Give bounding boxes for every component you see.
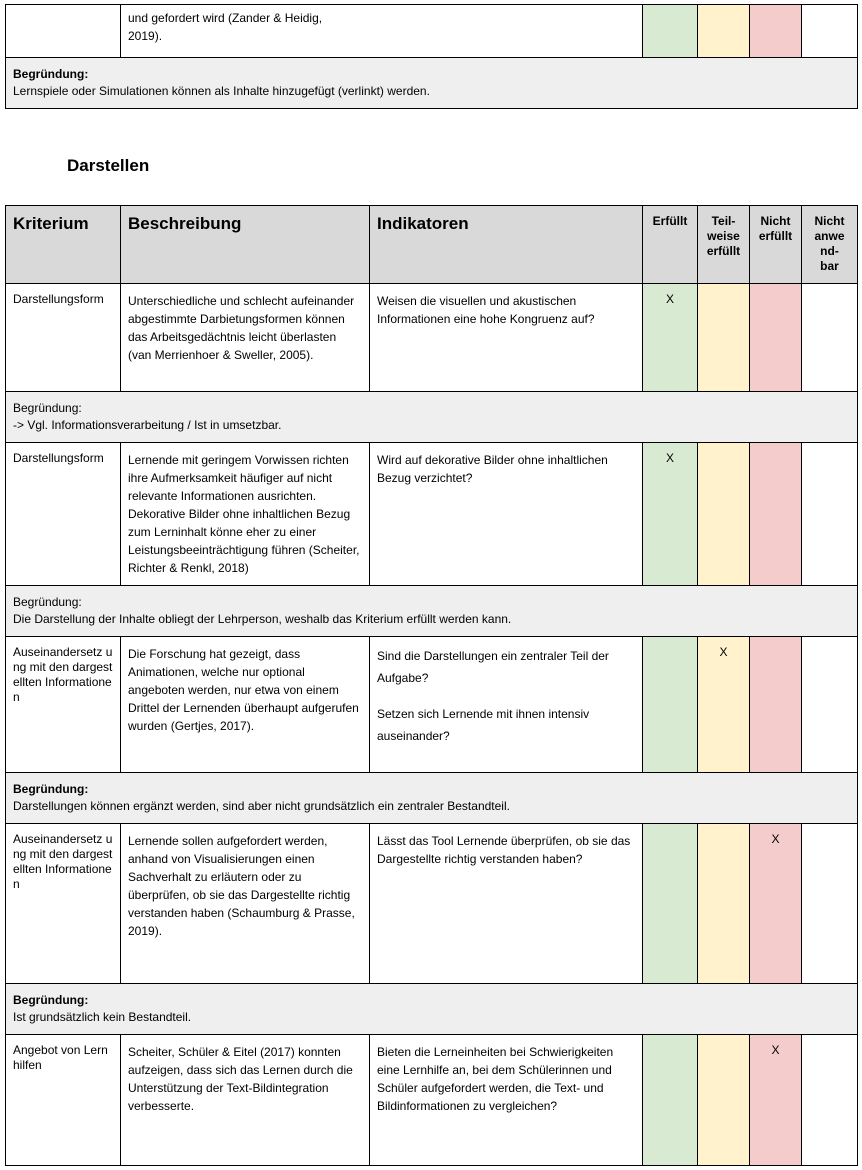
criterion-row: Darstellungsform Unterschiedliche und sch…: [5, 283, 858, 392]
rating-cell: X: [642, 442, 698, 586]
cell: [801, 4, 859, 58]
indicator: Bieten die Lerneinheiten bei Schwierigke…: [377, 1045, 614, 1113]
cell: [5, 4, 121, 58]
reason-text: Darstellungen können ergänzt werden, sin…: [13, 799, 510, 813]
reason-label: Begründung:: [13, 993, 89, 1007]
indicator: Lässt das Tool Lernende überprüfen, ob s…: [377, 834, 631, 866]
rating-cell: X: [749, 823, 802, 984]
rating-cell: [642, 636, 698, 773]
rating-cell: X: [749, 1034, 802, 1166]
cell: [642, 4, 699, 58]
criterion-row: Darstellungsform Lernende mit geringem Vo…: [5, 442, 858, 586]
indicators: Wird auf dekorative Bilder ohne inhaltli…: [369, 442, 643, 586]
criterion-row: Auseinandersetz ung mit den dargestellte…: [5, 823, 858, 984]
rating-cell: [697, 442, 750, 586]
column-header: Nicht anwe nd- bar: [801, 205, 858, 284]
criterion: Auseinandersetz ung mit den dargestellte…: [5, 823, 121, 984]
indicator: Setzen sich Lernende mit ihnen intensiv …: [377, 707, 590, 743]
criterion: Angebot von Lernhilfen: [5, 1034, 121, 1166]
rating-cell: [642, 1034, 698, 1166]
criterion: Darstellungsform: [5, 442, 121, 586]
section-heading: Darstellen: [67, 156, 150, 175]
rating-cell: [801, 1034, 858, 1166]
rating-mark: X: [665, 292, 674, 306]
reason-label: Begründung:: [13, 595, 82, 609]
rating-cell: X: [697, 636, 750, 773]
reason-label: Begründung:: [13, 67, 89, 81]
indicators: Sind die Darstellungen ein zentraler Tei…: [369, 636, 643, 773]
header-row: Kriterium Beschreibung Indikatoren Erfüllt T…: [5, 205, 858, 284]
column-header: Beschreibung: [120, 205, 370, 284]
reason: Begründung: Ist grundsätzlich kein Besta…: [5, 983, 858, 1035]
column-header: Nicht erfüllt: [749, 205, 802, 284]
rating-cell: [749, 283, 802, 392]
description: Die Forschung hat gezeigt, dass Animatio…: [120, 636, 370, 773]
reason-text: Lernspiele oder Simulationen können als …: [13, 84, 430, 98]
rating-cell: [801, 442, 858, 586]
criterion-row: Auseinandersetz ung mit den dargestellte…: [5, 636, 858, 773]
description: Unterschiedliche und schlecht aufeinande…: [120, 283, 370, 392]
description: und gefordert wird (Zander & Heidig, 201…: [119, 4, 644, 58]
rating-mark: X: [771, 1043, 780, 1057]
top-row: und gefordert wird (Zander & Heidig, 201…: [5, 4, 859, 58]
reason-row: Begründung: Ist grundsätzlich kein Besta…: [5, 983, 858, 1035]
reason-text: -> Vgl. Informationsverarbeitung / Ist i…: [13, 418, 282, 432]
indicators: Bieten die Lerneinheiten bei Schwierigke…: [369, 1034, 643, 1166]
rating-cell: [697, 1034, 750, 1166]
cell: [749, 4, 803, 58]
indicators: Lässt das Tool Lernende überprüfen, ob s…: [369, 823, 643, 984]
rating-cell: [697, 823, 750, 984]
description: Lernende sollen aufgefordert werden, anh…: [120, 823, 370, 984]
rating-cell: [801, 283, 858, 392]
criterion: Auseinandersetz ung mit den dargestellte…: [5, 636, 121, 773]
indicator: Weisen die visuellen und akustischen Inf…: [377, 294, 595, 326]
reason-row: Begründung: Lernspiele oder Simulationen…: [4, 57, 859, 109]
reason-row: Begründung: Darstellungen können ergänzt…: [5, 772, 858, 824]
rating-cell: [642, 823, 698, 984]
column-header: Kriterium: [5, 205, 121, 284]
reason: Begründung: Lernspiele oder Simulationen…: [4, 57, 859, 109]
indicator: Wird auf dekorative Bilder ohne inhaltli…: [377, 453, 608, 485]
reason-text: Die Darstellung der Inhalte obliegt der …: [13, 612, 512, 626]
indicator: Sind die Darstellungen ein zentraler Tei…: [377, 649, 609, 685]
criterion: Darstellungsform: [5, 283, 121, 392]
rating-cell: [749, 636, 802, 773]
indicators: Weisen die visuellen und akustischen Inf…: [369, 283, 643, 392]
rating-mark: X: [771, 832, 780, 846]
cell: [697, 4, 751, 58]
rating-cell: [749, 442, 802, 586]
criteria-table: Kriterium Beschreibung Indikatoren Erfüllt T…: [5, 205, 858, 1166]
rating-mark: X: [719, 645, 728, 659]
rating-cell: [697, 283, 750, 392]
column-header: Indikatoren: [369, 205, 643, 284]
column-header: Erfüllt: [642, 205, 698, 284]
reason-text: Ist grundsätzlich kein Bestandteil.: [13, 1010, 192, 1024]
reason-row: Begründung: Die Darstellung der Inhalte …: [5, 585, 858, 637]
rating-cell: [801, 636, 858, 773]
reason-label: Begründung:: [13, 782, 89, 796]
top-table: und gefordert wird (Zander & Heidig, 201…: [4, 4, 859, 109]
criterion-row: Angebot von Lernhilfen Scheiter, Schüler …: [5, 1034, 858, 1166]
description: Lernende mit geringem Vorwissen richten …: [120, 442, 370, 586]
rating-cell: [801, 823, 858, 984]
description: Scheiter, Schüler & Eitel (2017) konnten…: [120, 1034, 370, 1166]
reason-label: Begründung:: [13, 401, 82, 415]
column-header: Teil- weise erfüllt: [697, 205, 750, 284]
reason: Begründung: Darstellungen können ergänzt…: [5, 772, 858, 824]
reason: Begründung: -> Vgl. Informationsverarbei…: [5, 391, 858, 443]
rating-cell: X: [642, 283, 698, 392]
reason: Begründung: Die Darstellung der Inhalte …: [5, 585, 858, 637]
rating-mark: X: [665, 451, 674, 465]
reason-row: Begründung: -> Vgl. Informationsverarbei…: [5, 391, 858, 443]
